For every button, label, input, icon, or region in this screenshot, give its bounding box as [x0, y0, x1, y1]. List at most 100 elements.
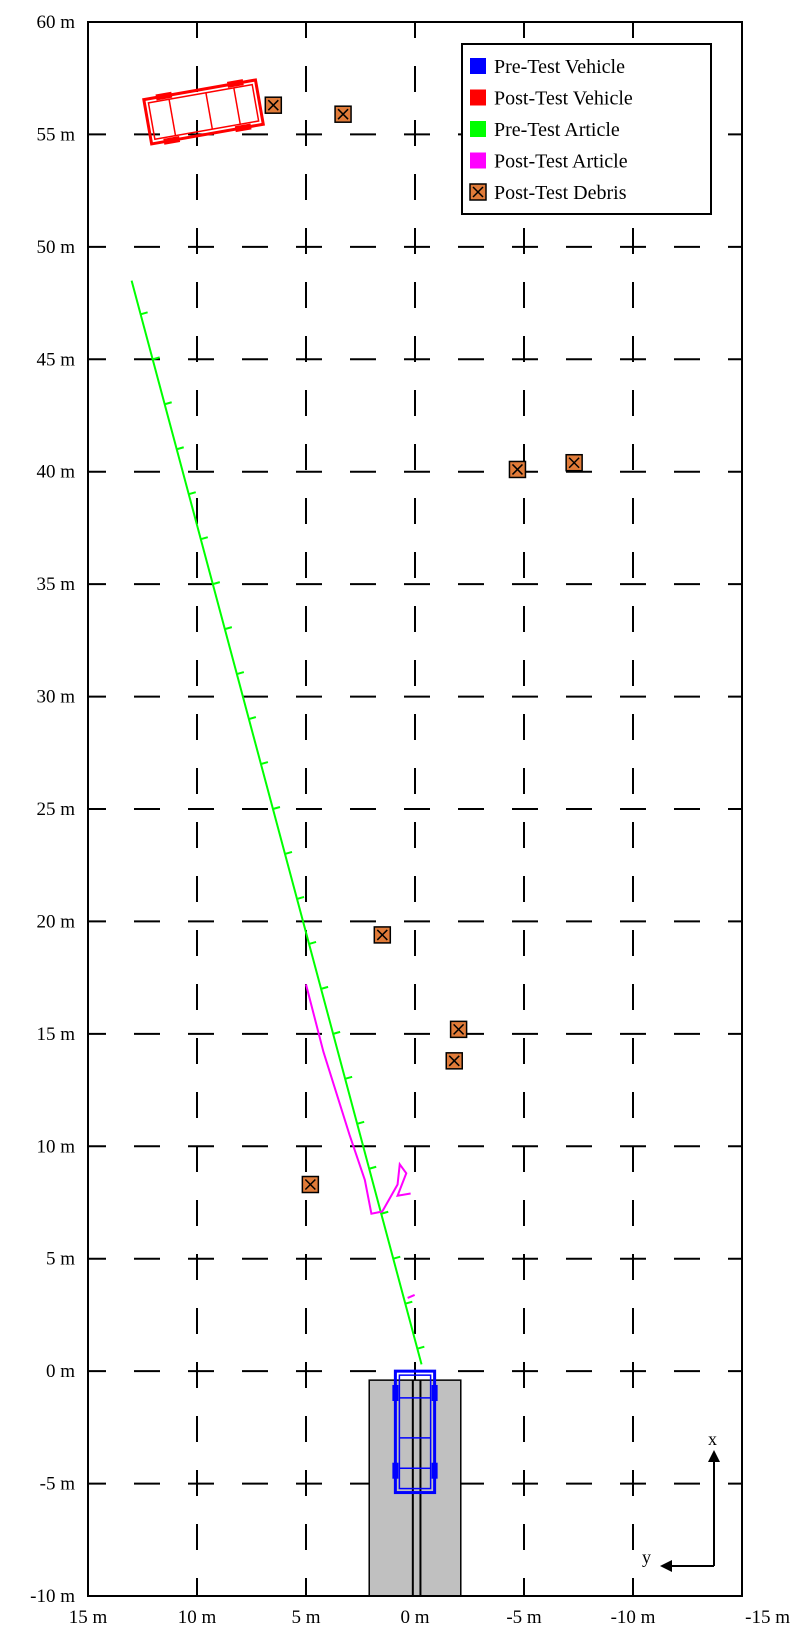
vehicle-panel-line: [233, 87, 241, 125]
debris-cross: [453, 1023, 465, 1035]
data-series: [130, 78, 583, 1495]
pre-test-article-tick: [176, 446, 184, 451]
legend-label: Post-Test Debris: [494, 182, 627, 204]
legend-box: [461, 43, 712, 215]
debris-cross: [376, 929, 388, 941]
vehicle-inner-body: [398, 1374, 432, 1490]
y-tick-label: -5 m: [40, 1474, 76, 1495]
pre-test-article-tick: [296, 895, 305, 900]
debris-marker: [508, 460, 527, 479]
post-test-article-fragment: [407, 1294, 416, 1299]
y-tick-label: 55 m: [36, 124, 75, 145]
legend-label: Post-Test Vehicle: [494, 88, 633, 110]
vehicle-inner-body: [147, 83, 260, 141]
pre-test-article-tick: [212, 581, 221, 586]
pre-test-article-tick: [368, 1165, 377, 1170]
x-direction-label: x: [708, 1429, 717, 1449]
pre-test-article-tick: [320, 985, 329, 990]
vehicle-body: [142, 78, 266, 146]
debris-marker: [373, 926, 392, 944]
x-tick-label: 0 m: [400, 1607, 429, 1628]
vehicle-wheel: [163, 136, 181, 145]
debris-cross: [304, 1178, 316, 1191]
debris-marker: [301, 1175, 320, 1194]
pre-test-article-tick: [284, 851, 293, 855]
vehicle-wheel: [392, 1462, 399, 1479]
y-tick-label: 0 m: [46, 1361, 75, 1382]
vehicle-panel-line: [168, 99, 177, 136]
y-direction-label: y: [642, 1547, 651, 1567]
x-tick-label: -5 m: [506, 1607, 542, 1628]
debris-cross: [568, 457, 580, 469]
legend-label: Pre-Test Article: [494, 119, 620, 141]
y-tick-label: 30 m: [36, 687, 75, 708]
legend: Pre-Test Vehicle Post-Test Vehicle Pre-Tes…: [461, 43, 712, 215]
pre-test-article-tick: [308, 940, 317, 945]
series-line-post-test-article: [305, 984, 411, 1215]
vehicle-outline-pre-test-vehicle: [392, 1369, 438, 1495]
pre-test-article-tick: [224, 626, 233, 631]
legend-label: Post-Test Article: [494, 151, 628, 173]
pre-test-article-tick: [152, 356, 160, 361]
vehicle-wheel: [155, 91, 173, 101]
vehicle-outline-post-test-vehicle: [142, 78, 266, 146]
x-tick-label: -15 m: [745, 1607, 790, 1628]
pre-test-article-tick: [248, 716, 257, 721]
legend-swatch: [470, 89, 486, 106]
y-tick-label: 60 m: [36, 12, 75, 33]
plot-frame: [87, 21, 743, 1597]
legend-swatch: [470, 121, 486, 137]
pre-test-article-tick: [392, 1255, 401, 1260]
legend-swatch: [470, 58, 486, 74]
y-arrowhead-icon: [660, 1560, 672, 1572]
x-tick-label: -10 m: [611, 1607, 656, 1628]
series-line-pre-test-article: [130, 280, 423, 1365]
y-tick-label: 5 m: [46, 1249, 75, 1270]
vehicle-wheel: [234, 123, 252, 133]
debris-marker: [264, 96, 283, 114]
y-tick-label: 40 m: [36, 462, 75, 483]
y-tick-label: 50 m: [36, 237, 75, 258]
pre-test-article-tick: [272, 806, 281, 810]
y-tick-label: 15 m: [36, 1024, 75, 1045]
debris-cross: [337, 108, 349, 120]
pre-test-article-tick: [344, 1075, 353, 1080]
vehicle-wheel: [431, 1384, 438, 1401]
debris-cross: [472, 186, 484, 198]
vehicle-wheel: [431, 1462, 438, 1479]
pre-test-article-tick: [405, 1300, 413, 1305]
pre-test-article-tick: [200, 536, 209, 541]
vehicle-wheel: [392, 1384, 399, 1401]
debris-marker: [445, 1052, 463, 1070]
pre-test-article-tick: [188, 491, 197, 496]
vehicle-body: [393, 1369, 437, 1495]
y-tick-label: 35 m: [36, 574, 75, 595]
debris-marker: [334, 105, 352, 123]
x-tick-label: 10 m: [178, 1607, 217, 1628]
grid-lines: [88, 22, 742, 1596]
y-tick-label: 25 m: [36, 799, 75, 820]
debris-marker: [449, 1020, 468, 1039]
axis-indicator: xy: [642, 1429, 720, 1572]
x-arrowhead-icon: [708, 1450, 720, 1462]
pre-test-article-tick: [356, 1120, 365, 1125]
y-tick-label: 10 m: [36, 1136, 75, 1157]
pre-test-article-tick: [260, 761, 269, 765]
vehicle-panel-line: [205, 92, 214, 130]
plot-border: [87, 21, 743, 1597]
legend-swatch: [470, 152, 486, 169]
pre-test-article-tick: [417, 1345, 425, 1350]
legend-swatch-debris: [469, 183, 487, 201]
y-tick-label: 20 m: [36, 911, 75, 932]
debris-cross: [511, 463, 523, 475]
pre-test-article-tick: [164, 401, 172, 406]
pre-test-article-tick: [380, 1210, 389, 1215]
debris-marker: [565, 453, 583, 472]
y-tick-label: -10 m: [30, 1586, 75, 1607]
legend-label: Pre-Test Vehicle: [494, 56, 625, 78]
pre-test-article-tick: [236, 671, 245, 676]
debris-cross: [448, 1055, 460, 1067]
pre-test-article-tick: [140, 311, 148, 316]
debris-cross: [267, 99, 279, 111]
